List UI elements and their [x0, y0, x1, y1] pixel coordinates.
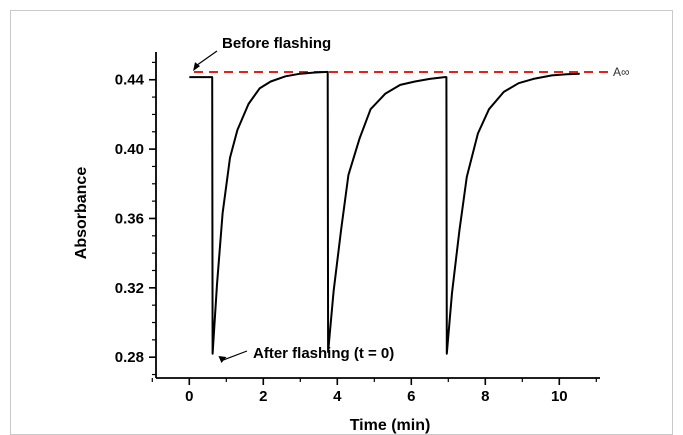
y-tick-label: 0.40	[115, 141, 144, 158]
y-tick-label: 0.36	[115, 210, 144, 227]
annotation-arrow	[196, 50, 218, 66]
y-tick-label: 0.44	[115, 72, 145, 89]
x-tick-label: 0	[185, 388, 193, 405]
x-tick-label: 10	[551, 388, 568, 405]
annotation-arrowhead	[218, 355, 227, 363]
a-infinity-label: A∞	[613, 65, 630, 79]
annotation-after-flashing: After flashing (t = 0)	[253, 345, 394, 362]
annotation-arrow	[223, 350, 248, 361]
absorbance-trace	[189, 70, 580, 355]
y-tick-label: 0.32	[115, 280, 144, 297]
annotation-before-flashing: Before flashing	[222, 35, 331, 52]
y-tick-label: 0.28	[115, 349, 144, 366]
plot-area: 0 2 4 6 8 10 0.28 0.32 0.36 0.40 0.44 Time (min) Abs…	[73, 35, 630, 434]
y-axis-title: Absorbance	[73, 167, 90, 260]
x-axis-title: Time (min)	[350, 417, 431, 434]
x-tick-label: 2	[259, 388, 267, 405]
annotation-arrowhead	[193, 62, 200, 72]
x-tick-label: 6	[407, 388, 415, 405]
x-tick-label: 8	[481, 388, 489, 405]
x-tick-label: 4	[333, 388, 342, 405]
